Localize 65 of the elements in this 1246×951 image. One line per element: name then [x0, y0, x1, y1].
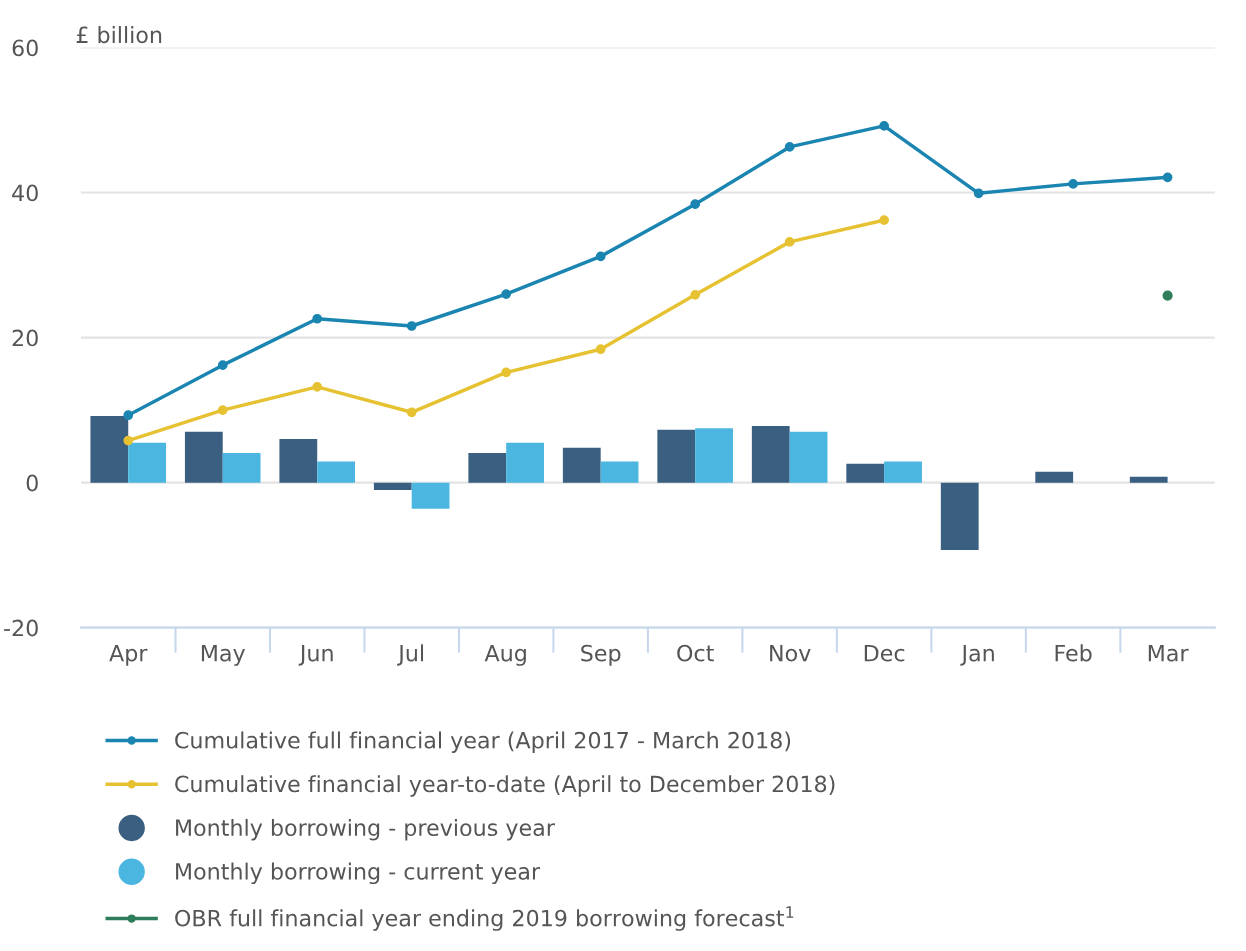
- point: [312, 382, 323, 392]
- y-axis-title: £ billion: [76, 26, 162, 44]
- x-tick-label: Nov: [770, 645, 811, 662]
- bar: [506, 442, 544, 483]
- legend-label: Cumulative financial year-to-date (April to December 2018): [175, 775, 835, 797]
- bar: [562, 447, 601, 483]
- legend-label: OBR full financial year ending 2019 borrowing forecast$^{1}$: [175, 906, 794, 931]
- point: [501, 289, 512, 299]
- bar: [184, 431, 223, 483]
- x-tick-label: May: [201, 645, 246, 666]
- x-tick-label: Jul: [397, 644, 424, 666]
- bar: [600, 461, 639, 483]
- bar: [128, 442, 167, 483]
- point: [312, 313, 323, 324]
- point: [879, 215, 890, 225]
- bar: [751, 426, 790, 483]
- bar: [695, 428, 733, 483]
- legend-label: Monthly borrowing - previous year: [176, 818, 555, 841]
- x-tick-label: Apr: [109, 645, 148, 666]
- bar: [940, 482, 979, 551]
- point: [879, 121, 890, 131]
- bar: [657, 429, 696, 483]
- y-tick-label: 20: [12, 329, 38, 347]
- point: [784, 237, 795, 247]
- bar: [884, 461, 922, 483]
- bar: [317, 461, 356, 483]
- point: [217, 360, 228, 371]
- point: [217, 405, 228, 415]
- point: [973, 188, 984, 199]
- x-tick-label: Jan: [960, 645, 994, 666]
- bar: [373, 482, 412, 490]
- bar: [846, 463, 885, 483]
- point: [595, 344, 606, 355]
- bar: [468, 452, 507, 483]
- y-tick-label: 40: [12, 184, 38, 202]
- point: [784, 142, 795, 152]
- legend-label: Monthly borrowing - current year: [176, 862, 541, 885]
- x-tick-label: Oct: [677, 644, 714, 662]
- bar: [1129, 476, 1168, 483]
- x-tick-label: Aug: [484, 645, 526, 666]
- x-tick-label: Dec: [864, 645, 905, 662]
- legend-label: Cumulative full financial year (April 2017 - March 2018): [175, 731, 791, 753]
- bar: [222, 452, 261, 483]
- bar: [90, 415, 129, 483]
- y-tick-label: -20: [4, 619, 38, 637]
- x-tick-label: Feb: [1055, 644, 1092, 662]
- point: [690, 289, 701, 300]
- point: [406, 321, 417, 331]
- point: [1162, 172, 1173, 183]
- y-tick-label: 60: [12, 39, 38, 57]
- bar: [1035, 471, 1074, 483]
- point: [690, 199, 701, 210]
- bar: [789, 431, 828, 483]
- x-tick-label: Sep: [581, 644, 621, 666]
- x-tick-label: Mar: [1148, 645, 1189, 662]
- point: [123, 435, 134, 446]
- y-tick-label: 0: [26, 474, 38, 492]
- point: [1068, 179, 1078, 189]
- bar: [411, 482, 450, 509]
- point: [501, 367, 512, 378]
- point: [406, 407, 417, 418]
- point: [123, 410, 134, 421]
- point: [595, 251, 606, 262]
- bar: [279, 439, 318, 483]
- x-tick-label: Jun: [298, 645, 333, 666]
